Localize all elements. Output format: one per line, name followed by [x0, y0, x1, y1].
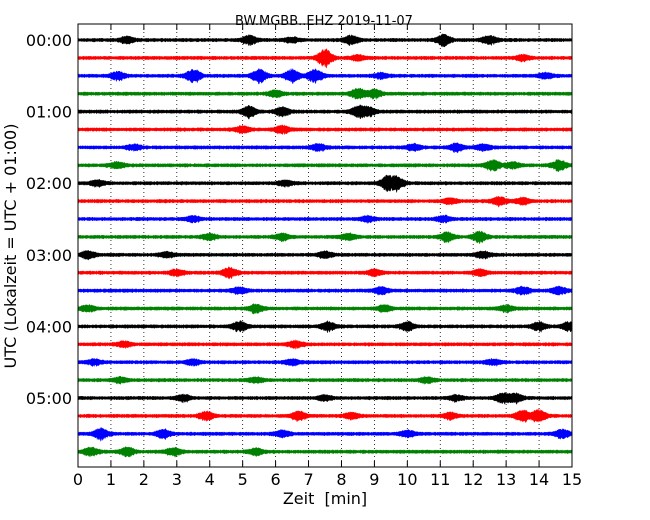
trace-0130: [77, 142, 572, 154]
x-tick-label: 9: [369, 470, 379, 489]
chart-title: BW.MGBB..EHZ 2019-11-07: [235, 14, 413, 29]
trace-0230: [77, 214, 572, 225]
trace-0215: [77, 195, 572, 208]
x-axis-label: Zeit [min]: [283, 489, 367, 508]
y-tick-label: 01:00: [26, 103, 72, 122]
trace-0300: [77, 249, 572, 261]
x-tick-label: 15: [562, 470, 582, 489]
x-tick-label: 7: [303, 470, 313, 489]
trace-0045: [77, 87, 572, 100]
y-tick-label: 02:00: [26, 174, 72, 193]
x-tick-label: 13: [496, 470, 516, 489]
x-tick-label: 10: [397, 470, 417, 489]
seismogram-traces: [77, 33, 572, 458]
x-tick-label: 1: [106, 470, 116, 489]
x-tick-label: 5: [238, 470, 248, 489]
trace-0315: [77, 266, 572, 280]
trace-0430: [77, 357, 572, 368]
trace-0015: [77, 48, 572, 69]
trace-0000: [77, 33, 572, 48]
trace-0100: [77, 104, 572, 120]
y-tick-label: 04:00: [26, 317, 72, 336]
trace-0200: [77, 174, 572, 193]
x-axis-ticks: 0 1 2 3 4 5 6 7 8 9 10 11 12 13 14 15: [73, 24, 582, 489]
trace-0415: [77, 339, 572, 351]
trace-0115: [77, 124, 572, 135]
y-axis-ticks: 00:00 01:00 02:00 03:00 04:00 05:00: [26, 31, 572, 408]
trace-0145: [77, 158, 572, 173]
x-tick-label: 3: [172, 470, 182, 489]
trace-0030: [77, 67, 572, 85]
trace-0530: [77, 427, 572, 442]
y-tick-label: 00:00: [26, 31, 72, 50]
y-tick-label: 05:00: [26, 389, 72, 408]
x-tick-label: 12: [463, 470, 483, 489]
x-tick-label: 2: [139, 470, 149, 489]
x-tick-label: 8: [336, 470, 346, 489]
trace-0400: [77, 320, 572, 334]
trace-0515: [77, 408, 572, 423]
trace-0500: [77, 392, 572, 405]
trace-0345: [77, 303, 572, 315]
y-tick-label: 03:00: [26, 246, 72, 265]
x-tick-label: 11: [430, 470, 450, 489]
trace-0445: [77, 375, 572, 386]
y-axis-label: UTC (Lokalzeit = UTC + 01:00): [1, 124, 20, 369]
trace-0245: [77, 230, 572, 245]
x-tick-label: 6: [271, 470, 281, 489]
trace-0330: [77, 285, 572, 296]
x-tick-label: 4: [205, 470, 215, 489]
x-tick-label: 14: [529, 470, 549, 489]
plot-frame: [77, 23, 573, 468]
x-tick-label: 0: [73, 470, 83, 489]
trace-0545: [77, 446, 572, 458]
